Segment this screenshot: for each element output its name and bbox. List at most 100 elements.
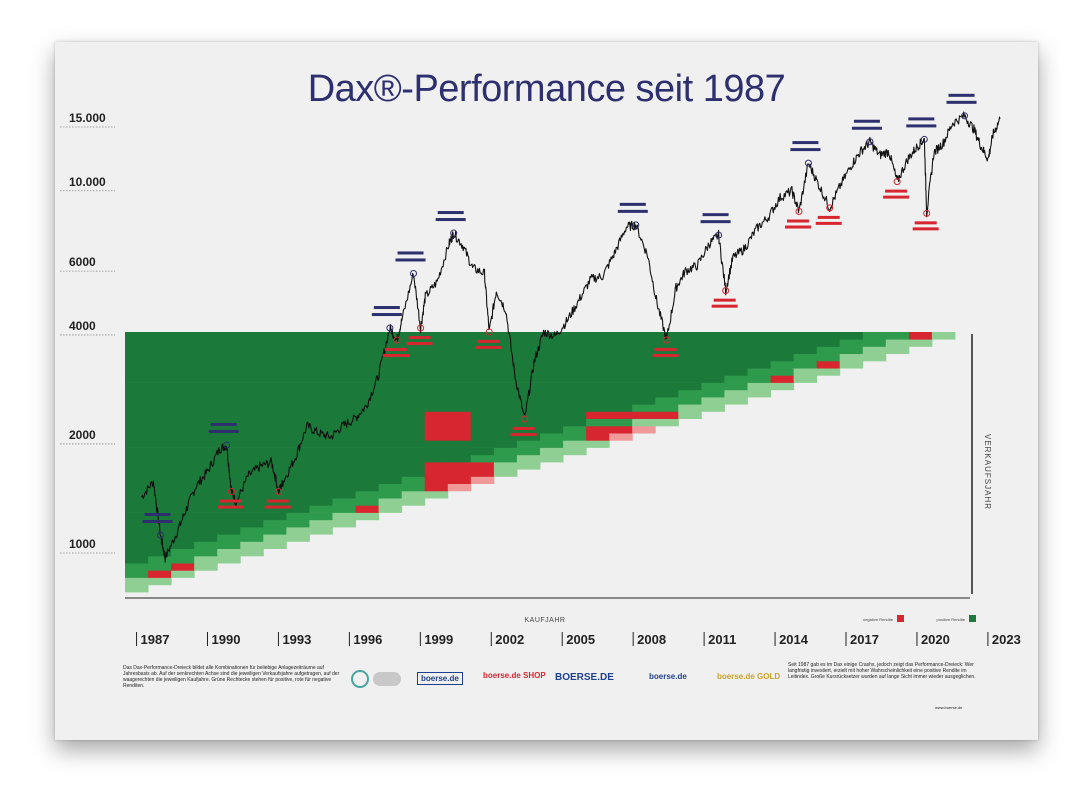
heatmap-cell bbox=[724, 382, 748, 391]
heatmap-cell bbox=[655, 360, 679, 369]
heatmap-cell bbox=[148, 541, 172, 549]
heatmap-cell bbox=[516, 418, 541, 427]
heatmap-cell bbox=[194, 519, 218, 528]
heatmap-cell bbox=[839, 332, 864, 340]
heatmap-cell bbox=[493, 418, 518, 427]
x-tick-label: 1996 bbox=[353, 632, 382, 647]
heatmap-cell bbox=[816, 353, 841, 362]
heatmap-cell bbox=[263, 389, 287, 398]
heatmap-cell bbox=[263, 368, 287, 376]
heatmap-cell bbox=[148, 411, 172, 419]
heatmap-cell bbox=[355, 440, 380, 448]
heatmap-cell bbox=[424, 469, 449, 477]
heatmap-cell bbox=[148, 498, 172, 506]
heatmap-cell bbox=[609, 397, 633, 405]
heatmap-cell bbox=[447, 397, 472, 405]
heatmap-cell bbox=[309, 469, 333, 477]
heatmap-cell bbox=[286, 483, 310, 492]
heatmap-cell bbox=[263, 375, 287, 383]
heatmap-cell bbox=[447, 368, 472, 376]
heatmap-cell bbox=[286, 527, 310, 535]
heatmap-cell bbox=[355, 498, 380, 506]
heatmap-cell bbox=[862, 339, 887, 347]
heatmap-cell bbox=[194, 353, 218, 362]
heatmap-cell bbox=[747, 368, 771, 376]
heatmap-cell bbox=[286, 339, 310, 347]
heatmap-cell bbox=[701, 404, 725, 412]
x-tick-label: 2014 bbox=[779, 632, 809, 647]
heatmap-cell bbox=[401, 433, 426, 441]
heatmap-cell bbox=[401, 425, 426, 434]
heatmap-cell bbox=[885, 339, 910, 347]
heatmap-cell bbox=[263, 505, 287, 513]
heatmap-cell bbox=[563, 339, 587, 347]
heatmap-cell bbox=[148, 490, 172, 499]
heatmap-cell bbox=[540, 353, 564, 362]
heatmap-cell bbox=[240, 433, 264, 441]
heatmap-cell bbox=[378, 476, 403, 484]
y-tick-label: 10.000 bbox=[69, 175, 106, 189]
heatmap-cell bbox=[470, 425, 495, 434]
heatmap-cell bbox=[263, 519, 287, 528]
peak-annotation-bar bbox=[395, 258, 426, 262]
heatmap-cell bbox=[171, 447, 195, 456]
heatmap-cell bbox=[540, 360, 564, 369]
peak-marker bbox=[804, 159, 812, 167]
heatmap-cell bbox=[263, 411, 287, 419]
peak-annotation-bar bbox=[619, 202, 646, 206]
heatmap-cell bbox=[171, 389, 195, 398]
heatmap-cell bbox=[470, 476, 495, 484]
heatmap-cell bbox=[355, 447, 380, 456]
heatmap-cell bbox=[447, 418, 472, 427]
heatmap-cell bbox=[332, 397, 356, 405]
heatmap-cell bbox=[148, 555, 172, 564]
heatmap-cell bbox=[632, 375, 656, 383]
heatmap-cell bbox=[125, 505, 149, 513]
heatmap-cell bbox=[355, 476, 380, 484]
heatmap-cell bbox=[332, 469, 356, 477]
heatmap-cell bbox=[332, 454, 356, 463]
heatmap-cell bbox=[424, 462, 449, 470]
heatmap-cell bbox=[470, 440, 495, 448]
heatmap-cell bbox=[424, 332, 449, 340]
peak-annotation-bar bbox=[853, 119, 880, 123]
heatmap-cell bbox=[839, 346, 864, 354]
heatmap-cell bbox=[655, 404, 679, 412]
heatmap-cell bbox=[540, 433, 564, 441]
heatmap-cell bbox=[540, 404, 564, 412]
heatmap-cell bbox=[286, 519, 310, 528]
heatmap-cell bbox=[240, 375, 264, 383]
heatmap-cell bbox=[217, 397, 241, 405]
heatmap-cell bbox=[632, 382, 656, 391]
heatmap-cell bbox=[355, 346, 380, 354]
heatmap-cell bbox=[516, 360, 541, 369]
heatmap-cell bbox=[447, 447, 472, 456]
footer-right-text: Seit 1987 gab es im Dax einige Crashs, j… bbox=[788, 662, 976, 680]
heatmap-cell bbox=[194, 375, 218, 383]
heatmap-cell bbox=[493, 411, 518, 419]
trough-annotation-bar bbox=[883, 195, 910, 199]
heatmap-cell bbox=[816, 368, 841, 376]
heatmap-cell bbox=[309, 375, 333, 383]
heatmap-cell bbox=[194, 527, 218, 535]
heatmap-cell bbox=[355, 389, 380, 398]
heatmap-cell bbox=[148, 375, 172, 383]
heatmap-cell bbox=[470, 368, 495, 376]
heatmap-cell bbox=[724, 332, 748, 340]
peak-annotation-bar bbox=[851, 126, 882, 130]
heatmap-cell bbox=[148, 476, 172, 484]
y-tick-label: 6000 bbox=[69, 255, 96, 269]
heatmap-cell bbox=[678, 332, 702, 340]
heatmap-cell bbox=[309, 462, 333, 470]
heatmap-cell bbox=[125, 332, 149, 340]
footer-left-text: Das Dax-Performance-Dreieck bildet alle … bbox=[123, 665, 340, 689]
heatmap-cell bbox=[678, 353, 702, 362]
heatmap-cell bbox=[793, 346, 818, 354]
heatmap-cell bbox=[125, 498, 149, 506]
heatmap-cell bbox=[194, 440, 218, 448]
heatmap-cell bbox=[839, 339, 864, 347]
heatmap-cell bbox=[309, 389, 333, 398]
heatmap-cell bbox=[171, 404, 195, 412]
heatmap-cell bbox=[378, 332, 403, 340]
heatmap-cell bbox=[516, 368, 541, 376]
